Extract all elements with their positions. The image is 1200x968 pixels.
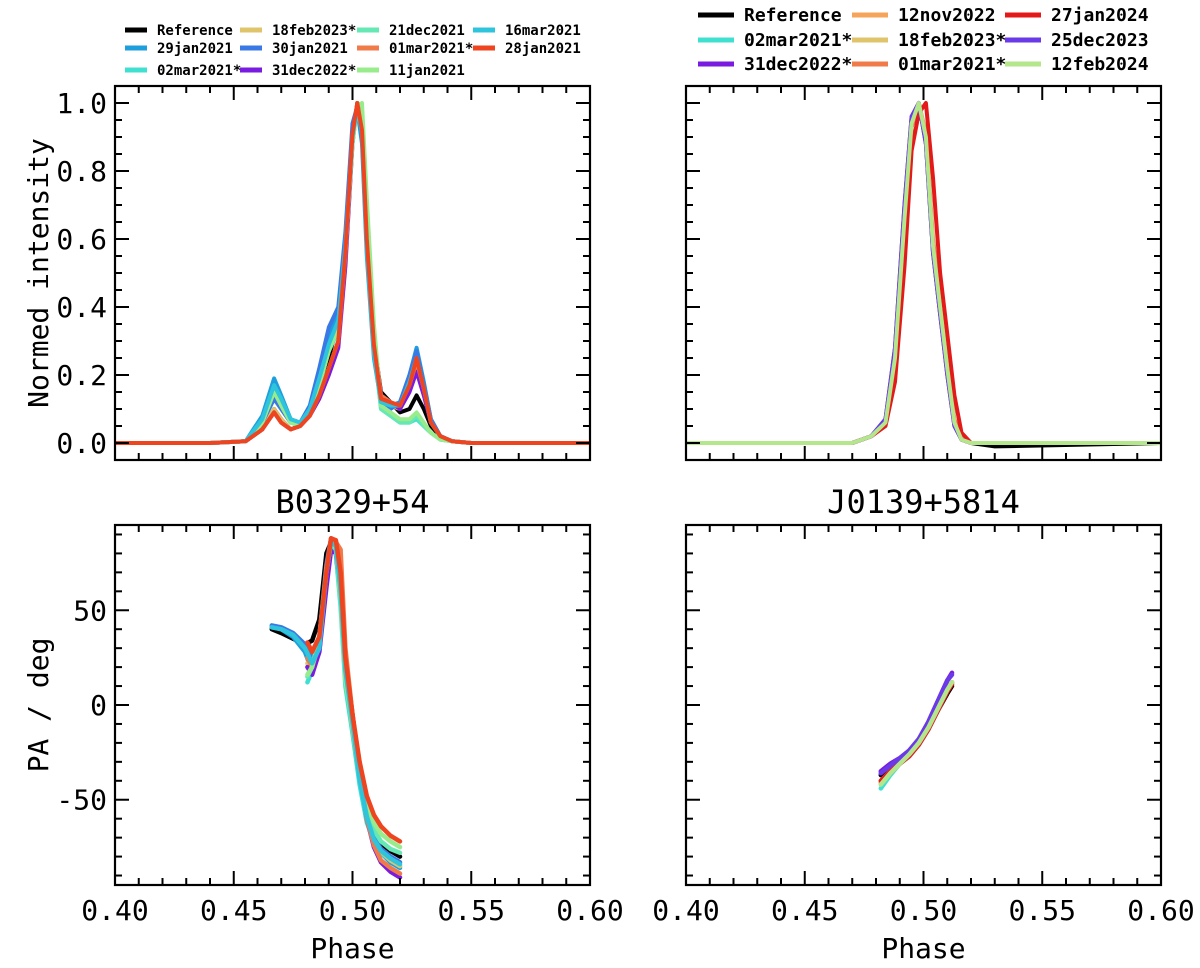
- legend-label: 01mar2021*: [898, 54, 1006, 75]
- x-axis-label: Phase: [881, 932, 965, 965]
- legend-label: 31dec2022*: [744, 54, 852, 75]
- axes-frame: [684, 84, 1163, 462]
- legend-label: 30jan2021: [272, 41, 348, 57]
- y-tick-label: 0.2: [56, 359, 107, 392]
- series-line-01mar2021-: [686, 101, 1161, 445]
- series-line-reference: [686, 101, 1161, 449]
- series-line-25dec2023: [686, 101, 1161, 445]
- series-line-27jan2024: [686, 101, 1161, 445]
- legend-label: 28jan2021: [505, 41, 581, 57]
- x-tick-label: 0.40: [652, 894, 719, 927]
- legend-label: 01mar2021*: [389, 41, 473, 57]
- x-tick-label: 0.50: [319, 894, 386, 927]
- x-tick-label: 0.45: [771, 894, 838, 927]
- legend-label: 02mar2021*: [157, 63, 241, 79]
- panel-title: J0139+5814: [827, 483, 1020, 521]
- legend-label: 29jan2021: [157, 41, 233, 57]
- legend-top-right: Reference 02mar2021* 31dec2022* 12nov2022 18…: [698, 5, 1149, 75]
- y-tick-label: 50: [73, 594, 107, 627]
- panel-bottom-right: 0.40 0.45 0.50 0.55 0.60 J0139+5814 Phase: [652, 483, 1194, 965]
- y-tick-label: 0.0: [56, 427, 107, 460]
- x-tick-label: 0.40: [81, 894, 148, 927]
- legend-label: 18feb2023*: [898, 30, 1006, 51]
- series-line-12feb2024: [686, 101, 1161, 445]
- legend-label: 27jan2024: [1051, 5, 1149, 26]
- x-tick-label: 0.45: [200, 894, 267, 927]
- y-tick-label: 0.8: [56, 155, 107, 188]
- series-group: [878, 670, 955, 791]
- series-line-25dec2023: [878, 672, 955, 776]
- y-tick-label: 1.0: [56, 87, 107, 120]
- legend-label: 21dec2021: [389, 23, 465, 39]
- legend-label: 16mar2021: [505, 23, 581, 39]
- panel-bottom-left: 0.40 0.45 0.50 0.55 0.60 -50 0 50 B0329+54 Phase P…: [22, 483, 624, 965]
- legend-label: 11jan2021: [389, 63, 465, 79]
- panel-top-right: [684, 84, 1163, 462]
- x-tick-label: 0.55: [438, 894, 505, 927]
- series-line-12nov2022: [686, 101, 1161, 445]
- series-line-31dec2022-: [686, 101, 1161, 445]
- x-tick-label: 0.60: [556, 894, 623, 927]
- y-tick-label: 0.6: [56, 223, 107, 256]
- y-axis-label: PA / deg: [22, 638, 55, 773]
- y-axis-label: Normed intensity: [22, 138, 55, 408]
- series-group: [269, 536, 403, 880]
- series-line-12feb2024: [878, 680, 955, 787]
- series-line-31dec2022-: [878, 670, 955, 774]
- legend-label: 02mar2021*: [744, 30, 852, 51]
- series-line-16mar2021: [269, 539, 403, 867]
- series-group: [115, 101, 590, 445]
- x-tick-label: 0.55: [1009, 894, 1076, 927]
- legend-label: 12feb2024: [1051, 54, 1149, 75]
- legend-label: 31dec2022*: [272, 63, 356, 79]
- series-line-reference: [269, 539, 403, 859]
- legend-label: 18feb2023*: [272, 23, 356, 39]
- legend-top-left: Reference 29jan2021 02mar2021* 18feb2023* 30…: [125, 23, 581, 79]
- panel-title: B0329+54: [275, 483, 429, 521]
- y-tick-label: -50: [56, 784, 107, 817]
- series-line-28jan2021: [305, 536, 403, 844]
- legend-label: Reference: [744, 5, 842, 26]
- series-line-02mar2021-: [686, 101, 1161, 445]
- series-line-29jan2021: [269, 541, 403, 871]
- x-tick-label: 0.50: [890, 894, 957, 927]
- axes-frame: [684, 523, 1163, 887]
- legend-label: Reference: [157, 23, 233, 39]
- series-group: [686, 101, 1161, 449]
- series-line-18feb2023-: [686, 101, 1161, 445]
- y-tick-label: 0.4: [56, 291, 107, 324]
- y-tick-label: 0: [90, 689, 107, 722]
- x-axis-label: Phase: [310, 932, 394, 965]
- x-tick-label: 0.60: [1127, 894, 1194, 927]
- legend-label: 12nov2022: [898, 5, 996, 26]
- series-line-28jan2021: [115, 101, 590, 445]
- series-line-30jan2021: [269, 536, 403, 865]
- legend-label: 25dec2023: [1051, 30, 1149, 51]
